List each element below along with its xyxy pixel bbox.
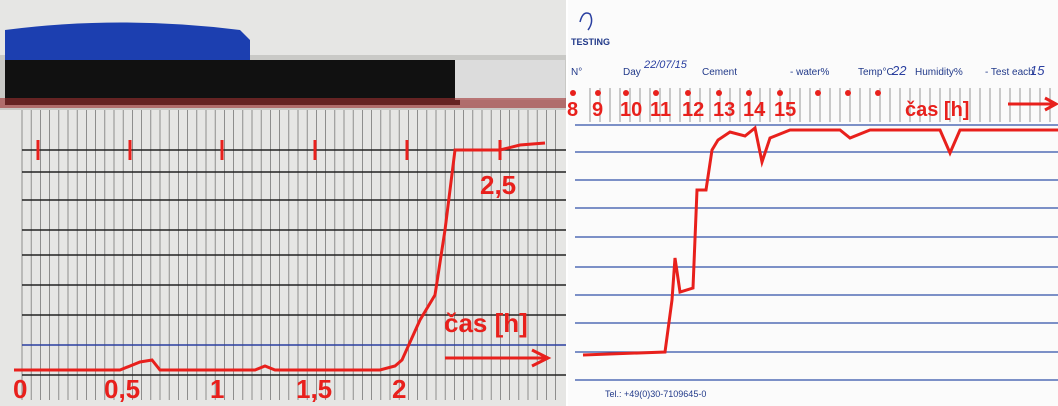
time-label: 1 bbox=[210, 376, 224, 402]
time-label: 2,5 bbox=[480, 172, 516, 198]
time-label: 9 bbox=[592, 100, 603, 120]
form-field: Temp°C bbox=[858, 68, 894, 78]
time-label: 0,5 bbox=[104, 376, 140, 402]
dot bbox=[777, 90, 783, 96]
time-label: 11 bbox=[650, 100, 671, 120]
right-paper bbox=[568, 0, 1058, 406]
time-label: 13 bbox=[713, 100, 735, 120]
dot bbox=[845, 90, 851, 96]
photo bbox=[0, 0, 1058, 406]
time-label: 1,5 bbox=[296, 376, 332, 402]
dot bbox=[653, 90, 659, 96]
time-label: 15 bbox=[774, 100, 796, 120]
dot bbox=[815, 90, 821, 96]
pen-shadow bbox=[0, 98, 566, 108]
form-field: Cement bbox=[702, 68, 737, 78]
handwritten: 15 bbox=[1030, 64, 1044, 77]
time-label: 14 bbox=[743, 100, 765, 120]
time-label: 8 bbox=[567, 100, 578, 120]
time-label: 0 bbox=[13, 376, 27, 402]
dot bbox=[685, 90, 691, 96]
form-field: - Test each bbox=[985, 68, 1034, 78]
screenshot: 0 0,5 1 1,5 2 2,5 čas [h] TESTING N° Day… bbox=[0, 0, 1058, 406]
dot bbox=[746, 90, 752, 96]
footer: Tel.: +49(0)30-7109645-0 bbox=[605, 390, 706, 399]
dot bbox=[716, 90, 722, 96]
handwritten: 22 bbox=[892, 64, 906, 77]
time-label: 2 bbox=[392, 376, 406, 402]
form-field: Humidity% bbox=[915, 68, 963, 78]
axis-label: čas [h] bbox=[905, 100, 969, 120]
logo: TESTING bbox=[571, 38, 610, 47]
dot bbox=[570, 90, 576, 96]
form-field: - water% bbox=[790, 68, 829, 78]
dot bbox=[623, 90, 629, 96]
pen-tip bbox=[455, 60, 565, 100]
handwritten: 22/07/15 bbox=[644, 60, 687, 71]
form-field: Day bbox=[623, 68, 641, 78]
time-label: 12 bbox=[682, 100, 704, 120]
form-field: N° bbox=[571, 68, 582, 78]
time-label: 10 bbox=[620, 100, 642, 120]
dot bbox=[875, 90, 881, 96]
axis-label: čas [h] bbox=[444, 310, 528, 336]
dot bbox=[595, 90, 601, 96]
